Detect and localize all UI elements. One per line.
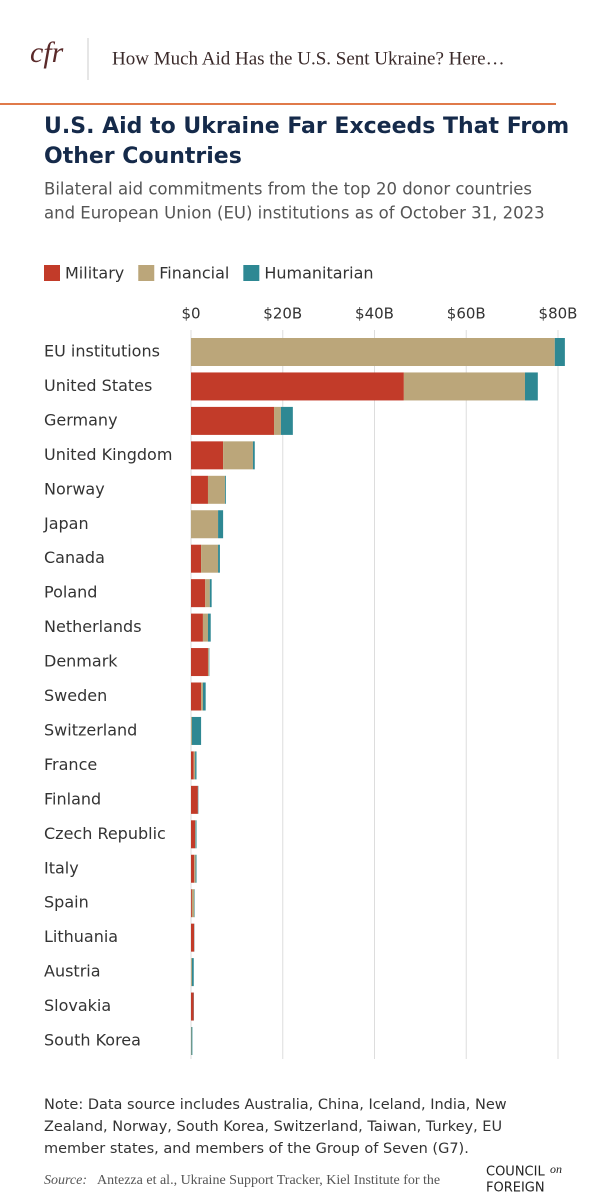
bar-segment <box>191 338 555 366</box>
bar-segment <box>191 889 192 917</box>
x-tick-label: $20B <box>263 305 302 323</box>
legend-label: Humanitarian <box>264 264 373 283</box>
bar-segment <box>201 545 218 573</box>
bar-segment <box>191 683 201 711</box>
bar-segment <box>203 614 208 642</box>
note: Note: Data source includes Australia, Ch… <box>44 1097 507 1113</box>
bar-segment <box>191 751 194 779</box>
x-tick-label: $0 <box>181 305 200 323</box>
legend-swatch <box>243 265 259 281</box>
bar-segment <box>192 717 201 745</box>
y-tick-label: Canada <box>44 548 105 567</box>
bar-segment <box>205 579 210 607</box>
bar-segment <box>555 338 565 366</box>
y-tick-label: Slovakia <box>44 996 111 1015</box>
legend-swatch <box>44 265 60 281</box>
bar-segment <box>210 579 212 607</box>
legend-label: Military <box>65 264 124 283</box>
bar-segment <box>191 717 192 745</box>
bar-segment <box>223 441 253 469</box>
bar-segment <box>195 751 196 779</box>
chart-subtitle: Bilateral aid commitments from the top 2… <box>44 180 532 199</box>
x-tick-label: $80B <box>539 305 578 323</box>
bar-segment <box>208 476 225 504</box>
bar-segment <box>194 751 195 779</box>
bar-segment <box>191 545 201 573</box>
y-tick-label: Germany <box>44 410 118 429</box>
bar-segment <box>208 614 211 642</box>
page-title: How Much Aid Has the U.S. Sent Ukraine? … <box>112 48 505 69</box>
bar-segment <box>194 855 195 883</box>
bar-segment <box>191 855 194 883</box>
y-tick-label: South Korea <box>44 1031 141 1050</box>
bar-segment <box>192 889 194 917</box>
bar-segment <box>196 855 197 883</box>
logo[interactable]: cfr <box>30 36 64 69</box>
note: Zealand, Norway, South Korea, Switzerlan… <box>44 1119 502 1135</box>
bar-segment <box>191 648 208 676</box>
y-tick-label: EU institutions <box>44 342 160 361</box>
bar-segment <box>225 476 226 504</box>
y-tick-label: Sweden <box>44 686 107 705</box>
bar-segment <box>404 372 525 400</box>
bar-segment <box>191 958 192 986</box>
bar-segment <box>191 786 198 814</box>
bar-segment <box>191 993 194 1021</box>
y-tick-label: Japan <box>43 514 89 533</box>
y-tick-label: France <box>44 755 97 774</box>
y-tick-label: Netherlands <box>44 617 142 636</box>
y-tick-label: Denmark <box>44 652 118 671</box>
y-tick-label: Poland <box>44 583 97 602</box>
y-tick-label: Czech Republic <box>44 824 166 843</box>
chart-subtitle: and European Union (EU) institutions as … <box>44 204 545 223</box>
bar-segment <box>218 545 220 573</box>
bar-segment <box>191 510 218 538</box>
x-tick-label: $40B <box>355 305 394 323</box>
bar-segment <box>203 683 206 711</box>
bar-segment <box>201 683 203 711</box>
bar-segment <box>191 614 203 642</box>
legend-label: Financial <box>159 264 229 283</box>
y-tick-label: Switzerland <box>44 720 137 739</box>
bar-segment <box>253 441 255 469</box>
y-tick-label: Italy <box>44 858 79 877</box>
bar-segment <box>196 820 197 848</box>
brand: on <box>550 1162 562 1176</box>
y-tick-label: Norway <box>44 479 105 498</box>
bar-segment <box>191 820 195 848</box>
brand: FOREIGN <box>486 1181 545 1196</box>
bar-segment <box>191 476 208 504</box>
y-tick-label: United Kingdom <box>44 445 172 464</box>
brand: COUNCIL <box>486 1165 545 1180</box>
bar-segment <box>218 510 223 538</box>
y-tick-label: Lithuania <box>44 927 118 946</box>
note: member states, and members of the Group … <box>44 1141 469 1157</box>
bar-segment <box>274 407 281 435</box>
bar-segment <box>192 958 194 986</box>
bar-segment <box>191 407 274 435</box>
bar-segment <box>191 441 223 469</box>
bar-segment <box>525 372 538 400</box>
y-tick-label: Spain <box>44 893 89 912</box>
legend-swatch <box>138 265 154 281</box>
y-tick-label: Austria <box>44 962 101 981</box>
chart-title: U.S. Aid to Ukraine Far Exceeds That Fro… <box>44 114 569 139</box>
bar-segment <box>191 924 194 952</box>
chart-title: Other Countries <box>44 144 242 169</box>
bar-segment <box>281 407 293 435</box>
bar-segment <box>191 1027 192 1055</box>
bar-segment <box>208 648 209 676</box>
source-text: Antezza et al., Ukraine Support Tracker,… <box>97 1173 440 1188</box>
bar-segment <box>191 579 205 607</box>
source-label: Source: <box>44 1173 87 1188</box>
bar-segment <box>191 372 404 400</box>
y-tick-label: Finland <box>44 789 101 808</box>
x-tick-label: $60B <box>447 305 486 323</box>
y-tick-label: United States <box>44 376 152 395</box>
